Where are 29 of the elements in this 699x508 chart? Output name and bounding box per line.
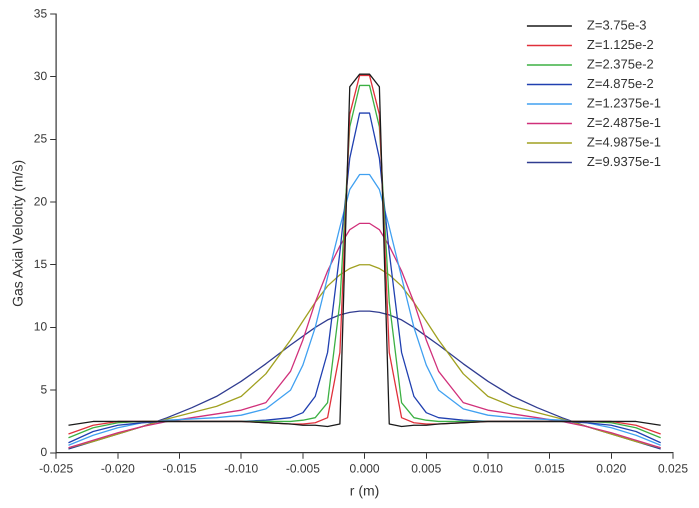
legend-label: Z=1.125e-2 xyxy=(586,37,654,52)
y-tick-label: 15 xyxy=(34,257,48,272)
legend-label: Z=2.375e-2 xyxy=(586,56,654,72)
y-axis-title: Gas Axial Velocity (m/s) xyxy=(9,160,26,307)
x-tick-label: 0.000 xyxy=(350,461,380,476)
legend-label: Z=4.875e-2 xyxy=(586,76,654,92)
x-tick-label: -0.015 xyxy=(162,461,197,476)
y-tick-label: 25 xyxy=(34,132,48,146)
y-tick-label: 10 xyxy=(34,320,48,334)
x-tick-label: -0.025 xyxy=(39,461,74,476)
x-tick-label: 0.025 xyxy=(658,461,688,476)
x-tick-label: -0.020 xyxy=(100,461,136,476)
x-axis-title: r (m) xyxy=(350,482,380,498)
x-tick-label: 0.010 xyxy=(472,461,504,476)
legend-label: Z=9.9375e-1 xyxy=(586,154,662,170)
legend-label: Z=4.9875e-1 xyxy=(586,134,662,150)
y-tick-label: 20 xyxy=(34,194,48,208)
y-tick-label: 0 xyxy=(40,445,48,460)
x-tick-label: 0.015 xyxy=(534,461,565,476)
legend-label: Z=1.2375e-1 xyxy=(586,96,662,111)
x-tick-label: 0.020 xyxy=(596,461,627,476)
legend-label: Z=2.4875e-1 xyxy=(586,115,662,130)
y-tick-label: 35 xyxy=(34,6,48,20)
x-tick-label: -0.010 xyxy=(224,461,259,476)
y-tick-label: 5 xyxy=(40,382,48,396)
legend-label: Z=3.75e-3 xyxy=(586,18,647,33)
x-tick-label: 0.005 xyxy=(411,461,442,476)
x-tick-label: -0.005 xyxy=(286,461,320,476)
y-tick-label: 30 xyxy=(34,69,48,83)
